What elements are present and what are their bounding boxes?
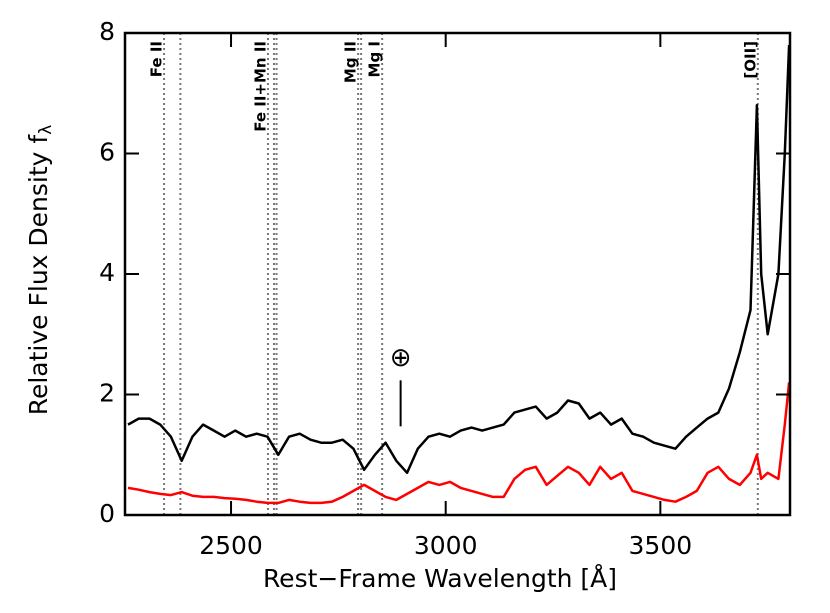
y-axis-label: Relative Flux Density fλ	[24, 125, 56, 416]
y-axis-label-main: Relative Flux Density f	[24, 134, 53, 416]
y-axis-label-sub: λ	[36, 125, 56, 135]
y-tick-label: 6	[99, 138, 115, 167]
x-axis-label: Rest−Frame Wavelength [Å]	[263, 564, 617, 593]
x-tick-label: 3000	[414, 531, 478, 560]
line-marker-label: Fe II	[148, 41, 166, 77]
x-tick-label: 2500	[199, 531, 263, 560]
plot-frame	[123, 31, 792, 517]
spectrum-line	[127, 382, 791, 505]
y-tick-label: 0	[99, 499, 115, 528]
y-tick-label: 8	[99, 17, 115, 46]
line-marker-label: Mg II	[342, 41, 360, 83]
line-marker-label: [OII]	[741, 41, 759, 79]
line-marker-label: Mg I	[366, 41, 384, 77]
line-marker-label: Fe II+Mn II	[251, 41, 269, 132]
annotation: ⊕	[390, 343, 412, 373]
y-tick-label: 2	[99, 379, 115, 408]
spectrum-line	[127, 45, 791, 475]
y-tick-label: 4	[99, 258, 115, 287]
x-tick-label: 3500	[629, 531, 693, 560]
